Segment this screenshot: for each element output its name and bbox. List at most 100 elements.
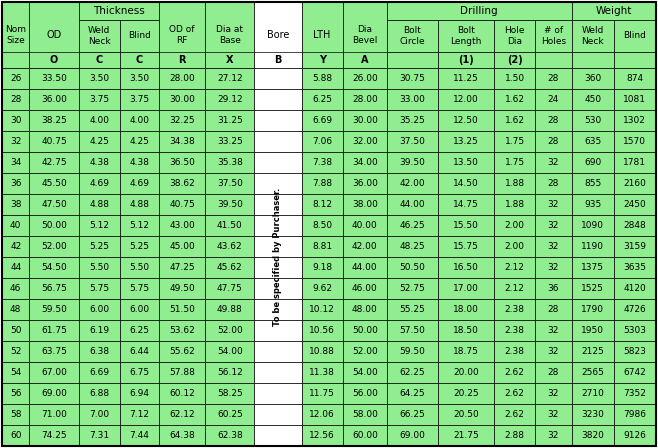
Text: 12.06: 12.06 — [309, 410, 335, 419]
Bar — [572, 425, 614, 446]
Bar — [301, 131, 343, 152]
Bar — [78, 425, 120, 446]
Text: 7352: 7352 — [623, 389, 646, 398]
Bar — [343, 194, 387, 215]
Text: 28: 28 — [10, 95, 22, 104]
Bar — [205, 341, 255, 362]
Bar — [494, 68, 535, 89]
Text: 28.00: 28.00 — [352, 95, 378, 104]
Text: 2.62: 2.62 — [505, 368, 524, 377]
Text: 6.25: 6.25 — [130, 326, 149, 335]
Text: 52.75: 52.75 — [399, 284, 425, 293]
Text: 690: 690 — [584, 158, 601, 167]
Bar — [572, 20, 614, 52]
Bar — [494, 131, 535, 152]
Bar — [614, 215, 656, 236]
Bar — [30, 52, 78, 68]
Bar — [614, 52, 656, 68]
Bar — [255, 341, 301, 362]
Bar — [120, 320, 159, 341]
Bar — [2, 404, 30, 425]
Bar — [30, 236, 78, 257]
Text: (2): (2) — [507, 55, 522, 65]
Bar — [120, 173, 159, 194]
Text: 2.88: 2.88 — [505, 431, 524, 440]
Text: 530: 530 — [584, 116, 601, 125]
Text: 32: 32 — [547, 389, 559, 398]
Text: 69.00: 69.00 — [41, 389, 67, 398]
Text: X: X — [226, 55, 234, 65]
Text: 61.75: 61.75 — [41, 326, 67, 335]
Text: 11.38: 11.38 — [309, 368, 335, 377]
Bar — [572, 89, 614, 110]
Bar — [535, 341, 572, 362]
Bar — [438, 362, 494, 383]
Bar — [535, 320, 572, 341]
Bar — [343, 89, 387, 110]
Bar — [387, 425, 438, 446]
Bar — [2, 152, 30, 173]
Bar — [387, 236, 438, 257]
Text: 6.88: 6.88 — [89, 389, 109, 398]
Bar — [387, 341, 438, 362]
Bar — [572, 68, 614, 89]
Text: 1.88: 1.88 — [505, 179, 524, 188]
Text: 4.00: 4.00 — [130, 116, 149, 125]
Bar — [494, 152, 535, 173]
Bar — [2, 320, 30, 341]
Bar — [572, 152, 614, 173]
Text: 4.69: 4.69 — [89, 179, 109, 188]
Text: R: R — [178, 55, 186, 65]
Bar — [255, 194, 301, 215]
Text: 2565: 2565 — [581, 368, 604, 377]
Bar — [614, 68, 656, 89]
Bar — [343, 257, 387, 278]
Bar — [614, 341, 656, 362]
Text: 64.38: 64.38 — [169, 431, 195, 440]
Bar — [438, 320, 494, 341]
Text: 41.50: 41.50 — [217, 221, 243, 230]
Text: 66.25: 66.25 — [399, 410, 425, 419]
Text: 7.00: 7.00 — [89, 410, 109, 419]
Bar — [2, 89, 30, 110]
Text: 47.75: 47.75 — [217, 284, 243, 293]
Bar — [78, 52, 120, 68]
Bar — [438, 257, 494, 278]
Text: 1790: 1790 — [581, 305, 604, 314]
Bar — [120, 425, 159, 446]
Text: 49.88: 49.88 — [217, 305, 243, 314]
Bar — [535, 257, 572, 278]
Bar — [78, 215, 120, 236]
Text: 32: 32 — [547, 242, 559, 251]
Text: 37.50: 37.50 — [399, 137, 426, 146]
Bar — [205, 215, 255, 236]
Text: Thickness: Thickness — [93, 6, 145, 16]
Text: 2848: 2848 — [624, 221, 646, 230]
Bar — [614, 131, 656, 152]
Text: 32: 32 — [547, 200, 559, 209]
Bar — [572, 362, 614, 383]
Text: 32: 32 — [547, 263, 559, 272]
Bar — [2, 341, 30, 362]
Text: 38.25: 38.25 — [41, 116, 67, 125]
Text: 5.25: 5.25 — [89, 242, 109, 251]
Text: 60.25: 60.25 — [217, 410, 243, 419]
Bar — [78, 320, 120, 341]
Text: 48.25: 48.25 — [399, 242, 425, 251]
Bar — [343, 68, 387, 89]
Bar — [438, 52, 494, 68]
Bar — [120, 278, 159, 299]
Bar — [255, 278, 301, 299]
Text: 21.75: 21.75 — [453, 431, 479, 440]
Bar — [120, 52, 159, 68]
Bar — [159, 2, 205, 68]
Text: Dia at
Base: Dia at Base — [216, 25, 243, 45]
Text: 17.00: 17.00 — [453, 284, 479, 293]
Bar — [2, 52, 30, 68]
Bar — [30, 383, 78, 404]
Bar — [494, 257, 535, 278]
Bar — [159, 341, 205, 362]
Bar — [30, 404, 78, 425]
Text: 64.25: 64.25 — [399, 389, 425, 398]
Text: 50.00: 50.00 — [352, 326, 378, 335]
